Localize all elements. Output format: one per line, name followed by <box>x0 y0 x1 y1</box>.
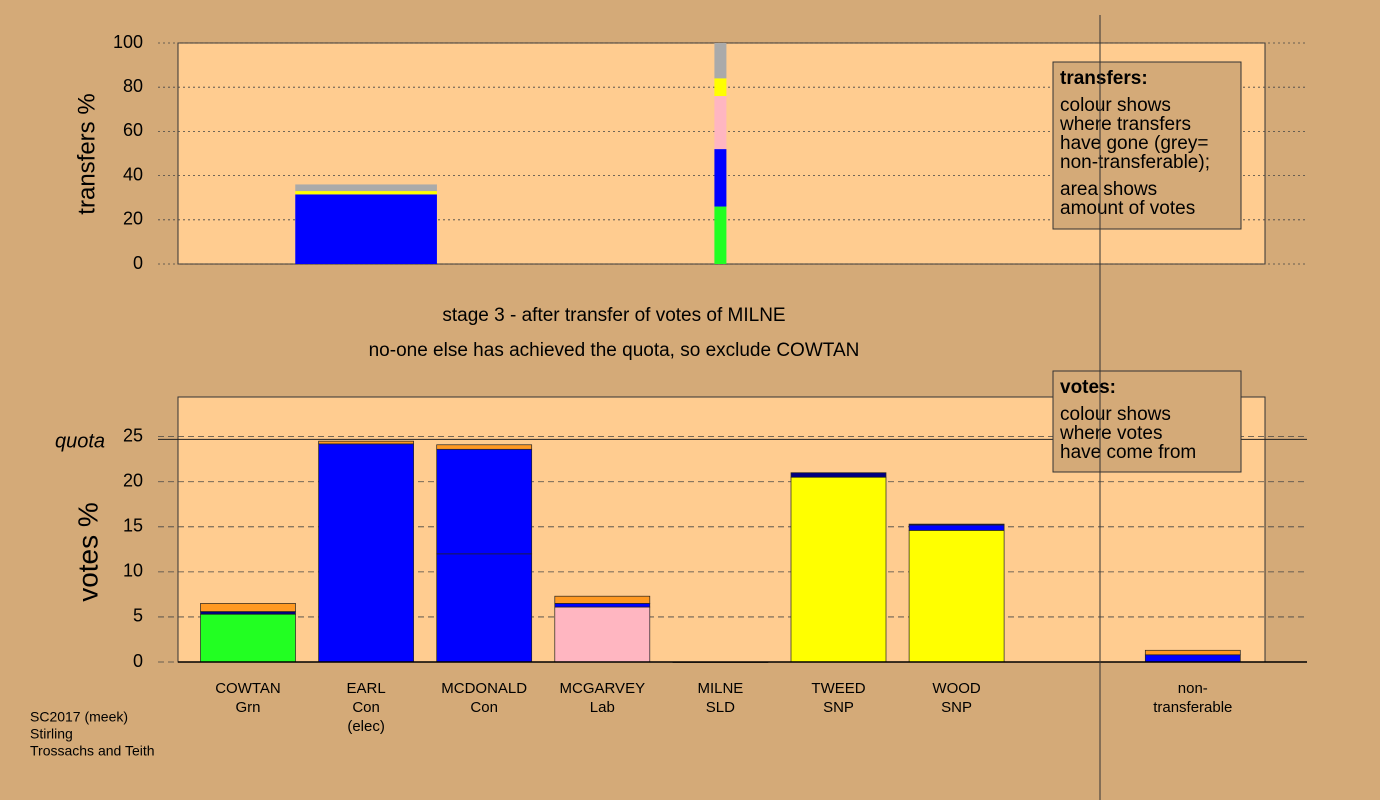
legend-line: have come from <box>1060 442 1196 463</box>
x-tick-label: (elec) <box>347 718 385 735</box>
x-tick-label: Lab <box>590 699 615 716</box>
x-tick-label: MILNE <box>697 680 743 697</box>
y-tick-label: 80 <box>123 76 143 96</box>
x-tick-label: Con <box>352 699 380 716</box>
legend-title: votes: <box>1060 377 1116 398</box>
bar-segment <box>714 78 727 97</box>
bar-segment <box>714 96 727 150</box>
y-tick-label: 25 <box>123 425 143 445</box>
x-tick-label: MCGARVEY <box>560 680 646 697</box>
x-tick-label: MCDONALD <box>441 680 527 697</box>
bar-segment <box>1144 649 1241 656</box>
bar-segment <box>295 191 437 195</box>
legend-title: transfers: <box>1060 68 1148 89</box>
bar-segment <box>554 603 651 608</box>
x-tick-label: Grn <box>235 699 260 716</box>
legend-line: colour shows <box>1060 404 1171 425</box>
bar-segment <box>200 611 296 615</box>
y-tick-label: 40 <box>123 164 143 184</box>
x-tick-label: WOOD <box>932 680 980 697</box>
bar-segment <box>714 206 727 264</box>
bar-segment <box>200 613 296 663</box>
y-axis-title: transfers % <box>73 93 100 214</box>
x-tick-label: SNP <box>823 699 854 716</box>
legend-line: amount of votes <box>1060 198 1195 219</box>
bar-segment <box>200 603 296 612</box>
x-tick-label: TWEED <box>811 680 865 697</box>
bar-segment <box>295 194 437 264</box>
y-tick-label: 100 <box>113 32 143 52</box>
bar-segment <box>295 184 437 192</box>
x-tick-label: SLD <box>706 699 735 716</box>
x-tick-label: COWTAN <box>215 680 281 697</box>
y-tick-label: 15 <box>123 516 143 536</box>
bar-segment <box>908 530 1005 663</box>
bar-segment <box>1144 654 1241 663</box>
bar-segment <box>554 606 651 663</box>
quota-label: quota <box>55 431 105 453</box>
legend-box <box>1052 61 1242 230</box>
y-tick-label: 5 <box>133 606 143 626</box>
bar-segment <box>318 443 414 663</box>
x-tick-label: EARL <box>347 680 386 697</box>
bar-segment <box>908 523 1005 526</box>
y-tick-label: 10 <box>123 561 143 581</box>
x-tick-label: Con <box>470 699 498 716</box>
bar-segment <box>714 43 727 79</box>
y-axis-title: votes % <box>72 502 103 602</box>
bar-segment <box>554 595 651 604</box>
footer-line: Trossachs and Teith <box>30 743 155 759</box>
legend-line: area shows <box>1060 179 1157 200</box>
legend-box <box>1052 370 1242 473</box>
stage-line: no-one else has achieved the quota, so e… <box>369 340 860 361</box>
x-tick-label: SNP <box>941 699 972 716</box>
x-tick-label: transferable <box>1153 699 1232 716</box>
legend-line: non-transferable); <box>1060 152 1210 173</box>
legend-line: where transfers <box>1059 114 1191 135</box>
x-tick-label: non- <box>1178 680 1208 697</box>
footer-line: SC2017 (meek) <box>30 709 128 725</box>
legend-line: where votes <box>1059 423 1162 444</box>
legend-line: colour shows <box>1060 95 1171 116</box>
y-tick-label: 60 <box>123 120 143 140</box>
y-tick-label: 0 <box>133 651 143 671</box>
bar-segment <box>790 476 887 663</box>
footer-line: Stirling <box>30 726 73 742</box>
legend-line: have gone (grey= <box>1060 133 1208 154</box>
y-tick-label: 20 <box>123 470 143 490</box>
bar-segment <box>436 448 533 555</box>
bar-segment <box>908 524 1005 531</box>
bar-segment <box>714 149 727 207</box>
y-tick-label: 0 <box>133 253 143 273</box>
stage-line: stage 3 - after transfer of votes of MIL… <box>442 305 785 326</box>
bar-segment <box>318 440 414 445</box>
y-tick-label: 20 <box>123 209 143 229</box>
bar-segment <box>436 444 533 450</box>
bar-segment <box>436 553 533 663</box>
bar-segment <box>790 472 887 478</box>
